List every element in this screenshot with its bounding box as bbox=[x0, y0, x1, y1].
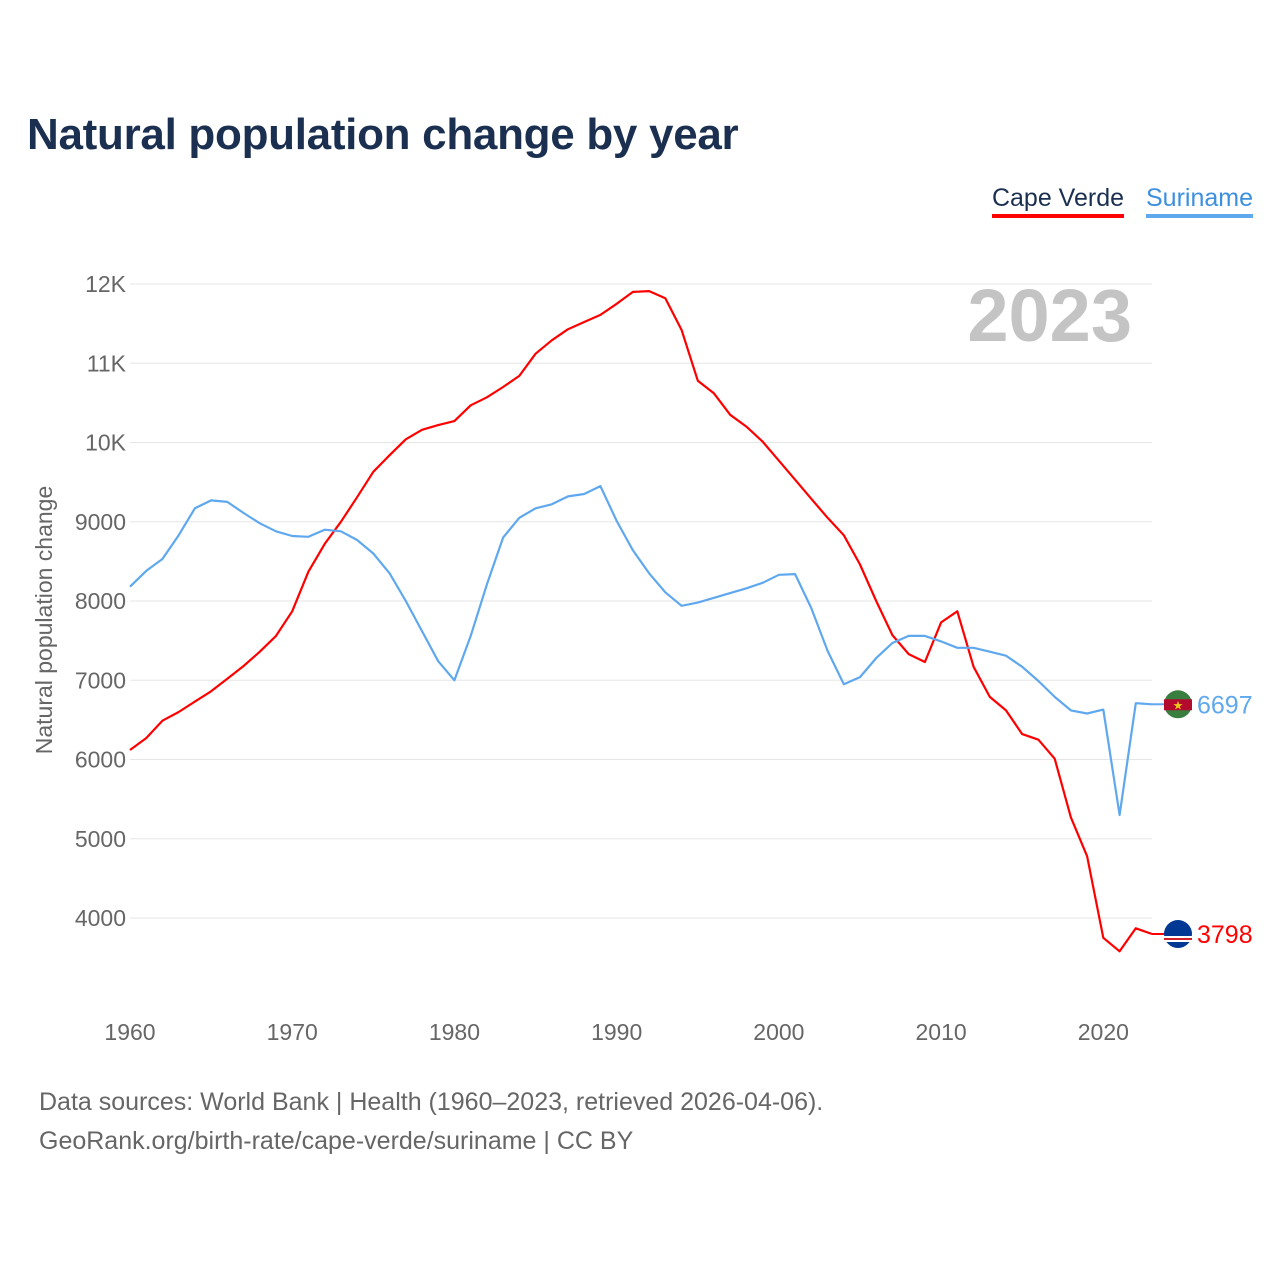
chart-title: Natural population change by year bbox=[27, 110, 739, 159]
y-tick-label: 4000 bbox=[75, 905, 126, 931]
x-tick-label: 2020 bbox=[1078, 1019, 1129, 1045]
y-tick-label: 8000 bbox=[75, 588, 126, 614]
legend-suriname[interactable]: Suriname bbox=[1146, 184, 1253, 218]
x-tick-label: 2000 bbox=[753, 1019, 804, 1045]
series-line-cape-verde bbox=[129, 290, 1153, 953]
end-value-label: 3798 bbox=[1197, 921, 1253, 949]
y-tick-label: 9000 bbox=[75, 509, 126, 535]
legend: Cape Verde Suriname bbox=[991, 184, 1253, 218]
flag-stripe bbox=[1164, 699, 1192, 711]
footer-link[interactable]: GeoRank.org/birth-rate/cape-verde/surina… bbox=[39, 1127, 634, 1155]
y-tick-label: 5000 bbox=[75, 826, 126, 852]
y-axis-label: Natural population change bbox=[31, 486, 57, 755]
footer-sources: Data sources: World Bank | Health (1960–… bbox=[39, 1088, 824, 1116]
end-value-label: 6697 bbox=[1197, 691, 1253, 719]
year-watermark: 2023 bbox=[967, 274, 1132, 357]
x-tick-label: 1980 bbox=[429, 1019, 480, 1045]
flag-stripe bbox=[1164, 940, 1192, 943]
y-tick-label: 11K bbox=[87, 350, 127, 376]
y-tick-label: 12K bbox=[85, 271, 127, 297]
x-tick-label: 2010 bbox=[916, 1019, 967, 1045]
x-tick-label: 1960 bbox=[104, 1019, 155, 1045]
star-icon: ★ bbox=[1173, 698, 1184, 712]
flag-stripe bbox=[1164, 936, 1192, 939]
y-tick-label: 6000 bbox=[75, 747, 126, 773]
x-tick-label: 1970 bbox=[267, 1019, 318, 1045]
x-tick-label: 1990 bbox=[591, 1019, 642, 1045]
series-line-suriname bbox=[129, 485, 1153, 817]
legend-cape-verde[interactable]: Cape Verde bbox=[991, 184, 1124, 218]
y-tick-label: 10K bbox=[85, 430, 127, 456]
y-tick-label: 7000 bbox=[75, 667, 126, 693]
cape-verde-flag-icon bbox=[1164, 920, 1192, 949]
flag-stripe bbox=[1164, 938, 1192, 941]
